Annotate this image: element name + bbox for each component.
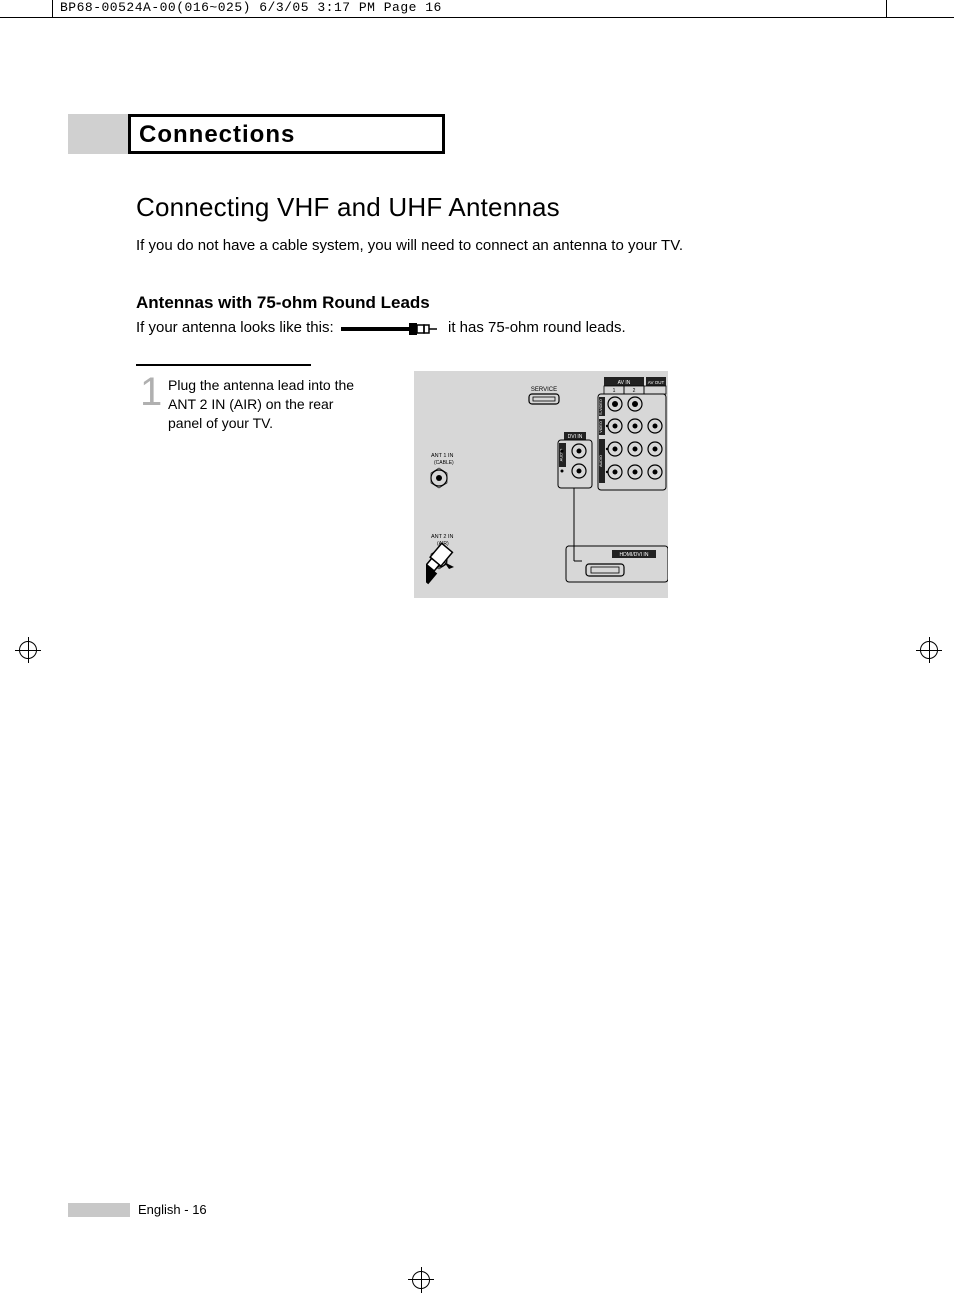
av-out-label: AV OUT [648,380,665,385]
crop-mark [28,637,29,663]
video-label: VIDEO [599,421,603,433]
crop-mark [929,637,930,663]
svideo-label: S-VIDEO [599,399,603,415]
print-header: BP68-00524A-00(016~025) 6/3/05 3:17 PM P… [60,0,442,15]
page: BP68-00524A-00(016~025) 6/3/05 3:17 PM P… [0,0,954,1301]
crop-mark [52,0,53,17]
av-in-2-label: 2 [633,388,636,394]
crop-mark [0,17,954,18]
ant1-sub-label: (CABLE) [434,460,454,466]
intro-text: If you do not have a cable system, you w… [136,237,683,254]
subsection-title: Antennas with 75-ohm Round Leads [136,293,430,313]
audio-label-2: AUDIO [599,455,603,467]
coax-cable-plug-icon [426,540,586,690]
step-text: Plug the antenna lead into the ANT 2 IN … [168,376,368,433]
page-footer: English - 16 [138,1202,207,1217]
antenna-text-after: it has 75-ohm round leads. [448,319,626,336]
page-subtitle: Connecting VHF and UHF Antennas [136,192,560,223]
footer-accent [68,1203,130,1217]
antenna-text-before: If your antenna looks like this: [136,319,334,336]
hdmi-label: HDMI/DVI IN [620,552,649,558]
crop-mark [886,0,887,17]
av-in-label: AV IN [618,380,631,386]
dvi-in-label: DVI IN [568,434,583,440]
section-header-box: Connections [128,114,445,154]
crop-mark [421,1267,422,1293]
av-in-1-label: 1 [613,388,616,394]
step-number: 1 [140,370,162,415]
divider [136,364,311,366]
coax-cable-icon [341,320,441,338]
section-title: Connections [131,117,442,149]
service-label: SERVICE [531,387,557,393]
ant1-label: ANT 1 IN [431,453,454,459]
